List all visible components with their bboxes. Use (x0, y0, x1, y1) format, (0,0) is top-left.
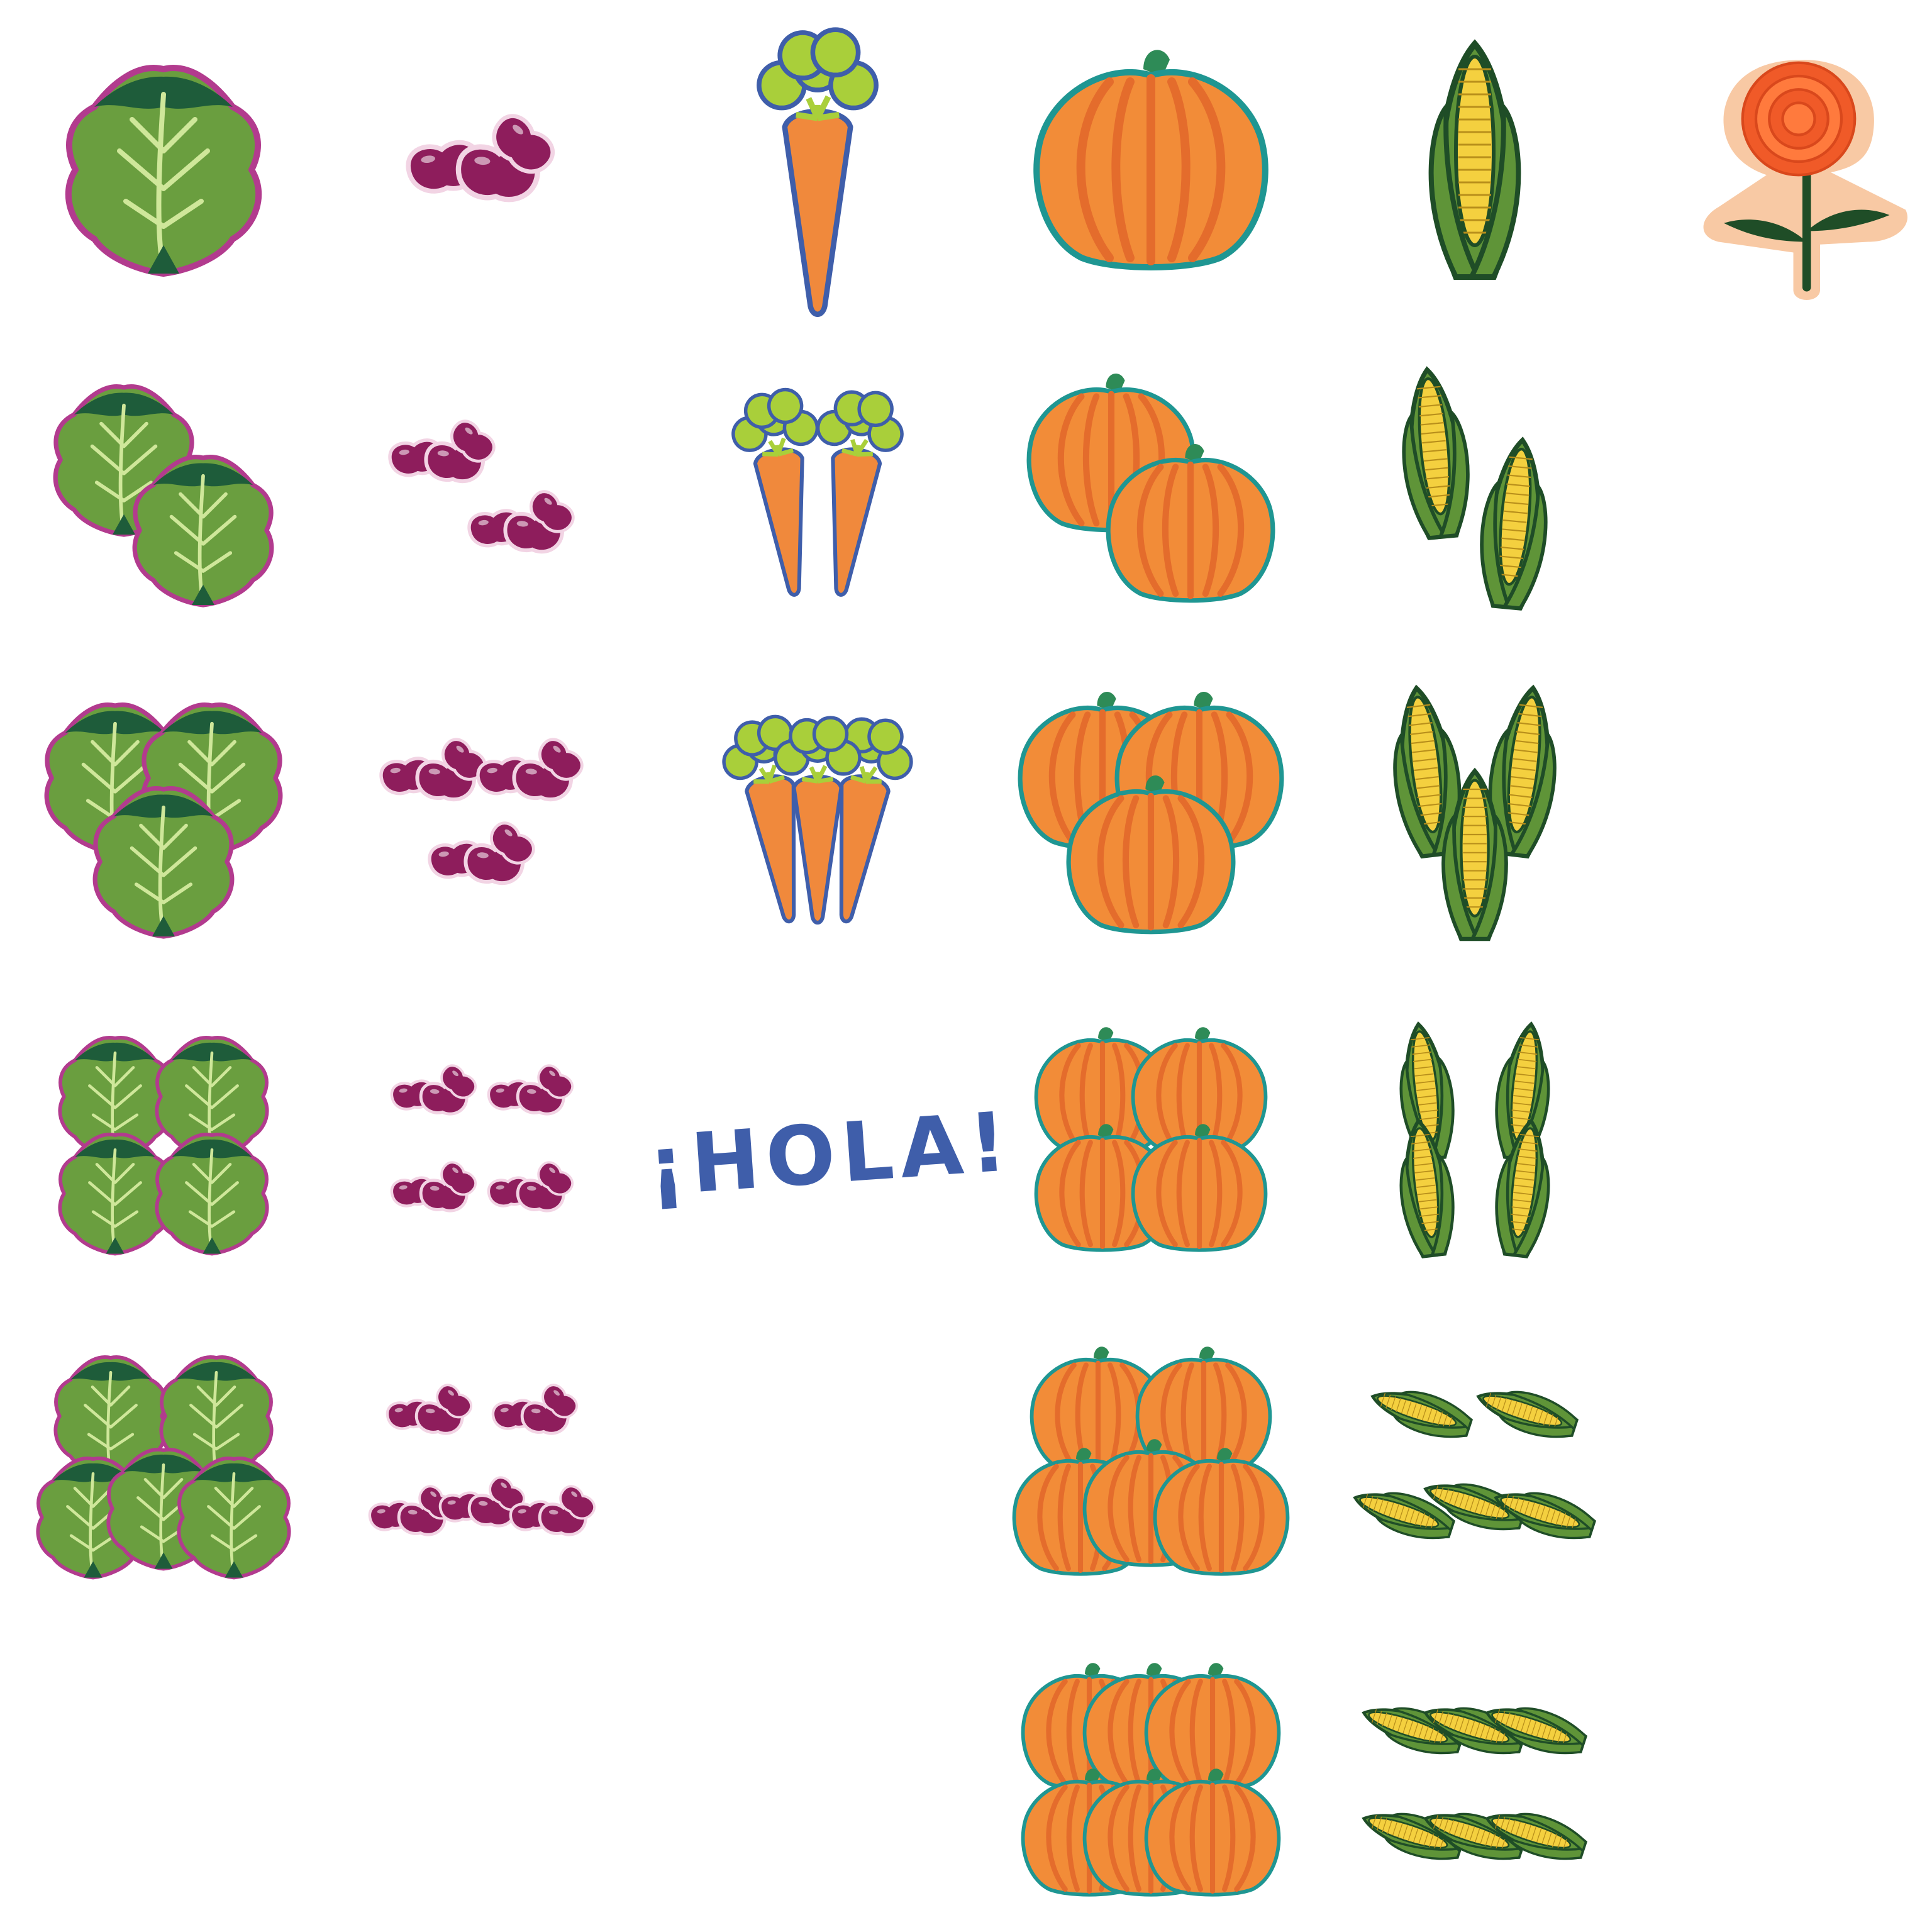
beans-group-5 (368, 1384, 596, 1536)
lettuce-icon (44, 702, 283, 939)
corn-icon (1353, 1391, 1597, 1540)
corn-group-4 (1399, 1021, 1550, 1258)
beans-group-2 (388, 419, 575, 554)
corn-icon (1402, 366, 1548, 611)
beans-group-4 (390, 1064, 574, 1213)
beans-icon (406, 114, 555, 203)
beans-group-1 (406, 114, 555, 203)
lettuce-group-2 (53, 384, 274, 608)
corn-group-2 (1402, 366, 1548, 611)
corn-group-5 (1353, 1391, 1597, 1540)
pumpkin-icon (1034, 1027, 1268, 1252)
carrot-icon (722, 714, 913, 925)
carrot-group-2 (731, 387, 904, 597)
carrot-group-3 (722, 714, 913, 925)
beans-icon (379, 738, 584, 886)
lettuce-group-5 (36, 1355, 291, 1580)
pumpkin-icon (1021, 1663, 1281, 1897)
lettuce-icon (58, 1036, 269, 1256)
corn-icon (1393, 684, 1557, 941)
pumpkin-group-5 (1012, 1346, 1290, 1576)
pumpkin-group-6 (1021, 1663, 1281, 1897)
lettuce-icon (36, 1355, 291, 1580)
carrot-icon (731, 387, 904, 597)
corn-group-1 (1428, 39, 1521, 280)
beans-icon (390, 1064, 574, 1213)
hola-greeting: ¡HOLA! (644, 1093, 1016, 1215)
lettuce-group-3 (44, 702, 283, 939)
lettuce-icon (65, 65, 262, 277)
marigold-group-1 (1703, 60, 1907, 300)
pumpkin-icon (1033, 50, 1269, 270)
pumpkin-icon (1026, 373, 1275, 603)
corn-icon (1399, 1021, 1550, 1258)
carrot-icon (757, 27, 879, 317)
pumpkin-group-1 (1033, 50, 1269, 270)
lettuce-icon (53, 384, 274, 608)
corn-group-3 (1393, 684, 1557, 941)
corn-icon (1428, 39, 1521, 280)
carrot-group-1 (757, 27, 879, 317)
lettuce-group-4 (58, 1036, 269, 1256)
beans-icon (368, 1384, 596, 1536)
corn-group-6 (1362, 1707, 1588, 1860)
pumpkin-group-4 (1034, 1027, 1268, 1252)
pumpkin-group-3 (1018, 691, 1284, 935)
marigold-icon (1703, 60, 1907, 300)
beans-group-3 (379, 738, 584, 886)
pumpkin-group-2 (1026, 373, 1275, 603)
pumpkin-icon (1012, 1346, 1290, 1576)
pumpkin-icon (1018, 691, 1284, 935)
lettuce-group-1 (65, 65, 262, 277)
corn-icon (1362, 1707, 1588, 1860)
beans-icon (388, 419, 575, 554)
